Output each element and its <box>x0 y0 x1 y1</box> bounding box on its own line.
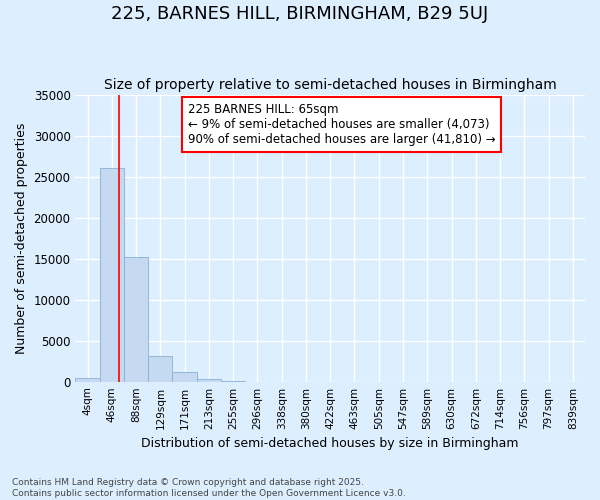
Text: Contains HM Land Registry data © Crown copyright and database right 2025.
Contai: Contains HM Land Registry data © Crown c… <box>12 478 406 498</box>
Y-axis label: Number of semi-detached properties: Number of semi-detached properties <box>15 122 28 354</box>
Text: 225 BARNES HILL: 65sqm
← 9% of semi-detached houses are smaller (4,073)
90% of s: 225 BARNES HILL: 65sqm ← 9% of semi-deta… <box>188 103 495 146</box>
Text: 225, BARNES HILL, BIRMINGHAM, B29 5UJ: 225, BARNES HILL, BIRMINGHAM, B29 5UJ <box>112 5 488 23</box>
Title: Size of property relative to semi-detached houses in Birmingham: Size of property relative to semi-detach… <box>104 78 557 92</box>
Bar <box>76 378 100 382</box>
Bar <box>148 356 172 382</box>
X-axis label: Distribution of semi-detached houses by size in Birmingham: Distribution of semi-detached houses by … <box>142 437 519 450</box>
Bar <box>172 372 197 382</box>
Bar <box>197 378 221 382</box>
Bar <box>124 257 148 382</box>
Bar <box>100 168 124 382</box>
Bar <box>221 381 245 382</box>
